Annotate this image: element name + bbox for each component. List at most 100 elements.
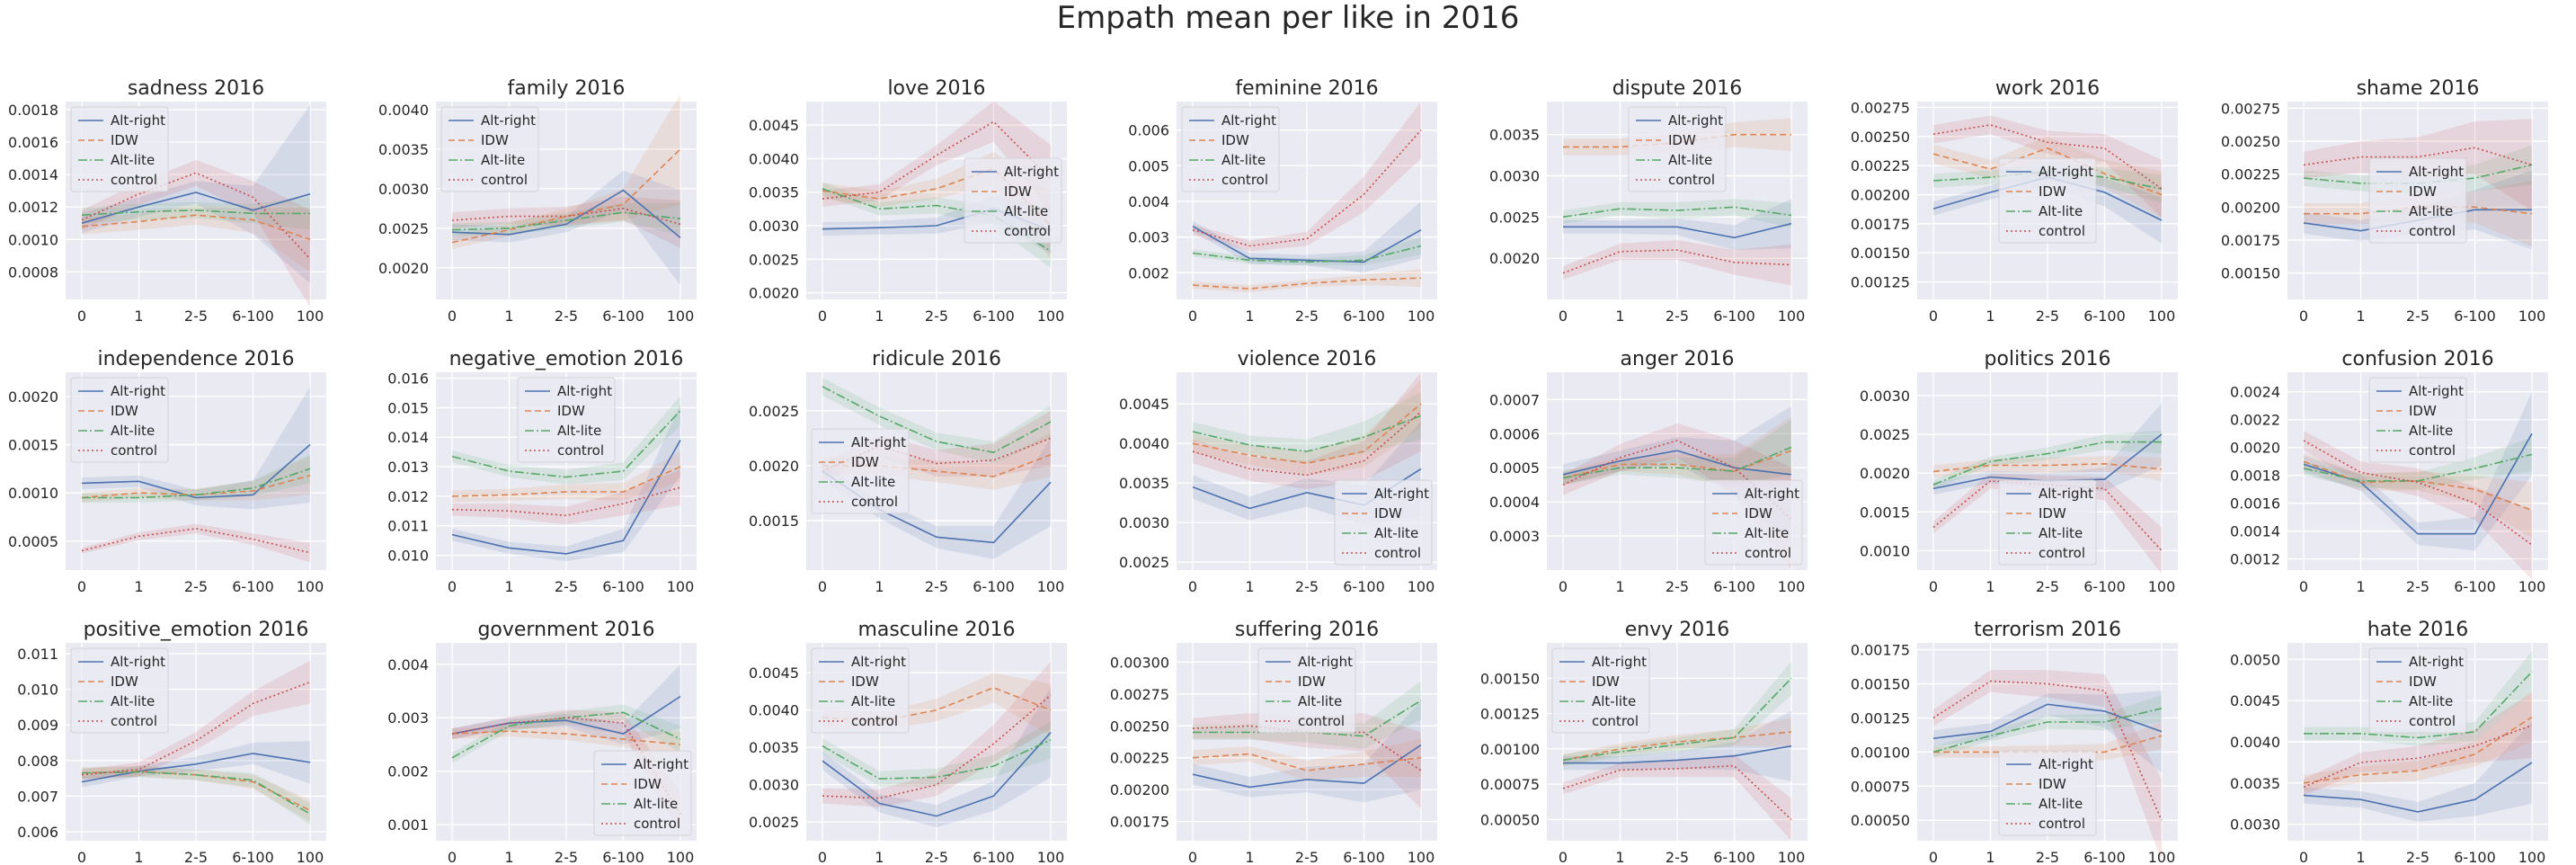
y-tick-label: 0.0018 bbox=[2230, 468, 2280, 485]
x-tick-label: 100 bbox=[1408, 308, 1435, 325]
error-band-control bbox=[822, 102, 1051, 213]
y-tick-label: 0.0030 bbox=[749, 777, 799, 794]
subplot-title: shame 2016 bbox=[2357, 77, 2480, 100]
series-line-alt-lite bbox=[822, 739, 1052, 780]
y-tick-label: 0.00050 bbox=[1851, 812, 1910, 829]
y-tick-label: 0.0040 bbox=[1119, 435, 1169, 452]
legend-label: Alt-lite bbox=[2409, 693, 2453, 709]
x-tick-label: 0 bbox=[1929, 308, 1938, 325]
x-tick-label: 100 bbox=[297, 849, 324, 865]
x-tick-label: 0 bbox=[1188, 578, 1197, 595]
y-tick-label: 0.0045 bbox=[1119, 396, 1169, 413]
legend-label: Alt-right bbox=[1221, 112, 1276, 129]
y-tick-label: 0.007 bbox=[17, 788, 58, 805]
y-tick-label: 0.0030 bbox=[749, 218, 799, 235]
x-tick-label: 1 bbox=[1245, 849, 1254, 865]
error-band-alt-right bbox=[1933, 403, 2162, 495]
x-tick-label: 2-5 bbox=[2036, 849, 2059, 865]
series-line-control bbox=[81, 528, 311, 554]
error-band-control bbox=[1933, 115, 2162, 218]
legend-box bbox=[70, 647, 169, 734]
legend-box bbox=[1334, 479, 1433, 566]
error-band-control bbox=[1933, 473, 2162, 575]
y-tick-label: 0.004 bbox=[1128, 193, 1169, 210]
x-tick-label: 1 bbox=[1245, 308, 1254, 325]
error-band-idw bbox=[1933, 136, 2162, 218]
subplot-title: politics 2016 bbox=[1985, 348, 2111, 370]
subplot-title: dispute 2016 bbox=[1612, 77, 1743, 100]
legend-label: Alt-lite bbox=[111, 423, 155, 439]
x-tick-label: 100 bbox=[1037, 578, 1065, 595]
x-tick-label: 6-100 bbox=[232, 308, 274, 325]
legend-label: control bbox=[111, 172, 157, 188]
legend-label: IDW bbox=[2039, 776, 2066, 792]
legend: Alt-right IDW Alt-lite control bbox=[1334, 479, 1433, 566]
x-tick-label: 1 bbox=[1245, 578, 1254, 595]
y-tick-label: 0.00250 bbox=[1110, 718, 1169, 735]
y-tick-label: 0.0020 bbox=[1860, 465, 1910, 482]
x-tick-label: 6-100 bbox=[232, 849, 274, 865]
x-tick-label: 100 bbox=[2148, 308, 2176, 325]
legend-label: Alt-lite bbox=[1374, 525, 1418, 541]
y-tick-label: 0.00125 bbox=[1851, 709, 1910, 727]
y-tick-label: 0.00225 bbox=[1110, 750, 1169, 767]
y-tick-label: 0.00175 bbox=[1110, 814, 1169, 831]
legend: Alt-right IDW Alt-lite control bbox=[440, 106, 539, 192]
x-tick-label: 6-100 bbox=[1713, 849, 1755, 865]
y-tick-label: 0.008 bbox=[17, 753, 58, 770]
error-band-alt-right bbox=[1193, 201, 1421, 273]
y-tick-label: 0.012 bbox=[387, 488, 429, 505]
y-tick-label: 0.002 bbox=[387, 763, 429, 780]
legend-label: Alt-right bbox=[1668, 112, 1723, 129]
legend: Alt-right IDW Alt-lite control bbox=[811, 428, 910, 514]
subplot-negative_emotion-2016: 0.010 0.011 0.012 0.013 0.014 0.015 0.016 0 1 2-5… bbox=[387, 348, 697, 595]
x-tick-label: 6-100 bbox=[1713, 308, 1755, 325]
subplot-positive_emotion-2016: 0.006 0.007 0.008 0.009 0.010 0.011 0 1 2-5 6-100… bbox=[17, 619, 326, 865]
x-tick-label: 2-5 bbox=[184, 849, 208, 865]
y-tick-label: 0.0020 bbox=[1489, 250, 1540, 267]
subplot-title: confusion 2016 bbox=[2341, 348, 2493, 370]
legend-label: Alt-lite bbox=[111, 152, 155, 168]
x-tick-label: 0 bbox=[448, 849, 457, 865]
legend-label: control bbox=[851, 713, 898, 729]
y-tick-label: 0.0040 bbox=[2230, 734, 2280, 751]
subplot-title: violence 2016 bbox=[1238, 348, 1377, 370]
y-tick-label: 0.00200 bbox=[1851, 187, 1910, 204]
legend-label: Alt-right bbox=[1298, 654, 1353, 670]
x-tick-label: 6-100 bbox=[2454, 849, 2496, 865]
error-band-idw bbox=[1193, 738, 1421, 781]
legend-label: control bbox=[2409, 442, 2456, 459]
error-band-control bbox=[1193, 713, 1421, 809]
subplot-anger-2016: 0.0003 0.0004 0.0005 0.0006 0.0007 0 1 2-5 6-100… bbox=[1489, 348, 1808, 595]
legend-label: control bbox=[2409, 713, 2456, 729]
legend-label: Alt-right bbox=[2039, 486, 2093, 502]
subplot-title: negative_emotion 2016 bbox=[449, 348, 684, 370]
legend-label: Alt-lite bbox=[1592, 693, 1636, 709]
y-tick-label: 0.0005 bbox=[8, 533, 58, 550]
y-tick-label: 0.0030 bbox=[1489, 168, 1540, 185]
series-line-control bbox=[2303, 440, 2533, 546]
y-tick-label: 0.013 bbox=[387, 459, 429, 476]
error-band-alt-lite bbox=[2304, 651, 2532, 746]
legend-box bbox=[70, 106, 169, 192]
legend-label: Alt-lite bbox=[2039, 796, 2083, 812]
y-tick-label: 0.00050 bbox=[1480, 811, 1540, 828]
legend: Alt-right IDW Alt-lite control bbox=[2368, 157, 2467, 244]
x-tick-label: 2-5 bbox=[555, 308, 578, 325]
series-line-idw bbox=[451, 148, 681, 244]
error-band-idw bbox=[82, 205, 310, 272]
x-tick-label: 1 bbox=[1615, 308, 1624, 325]
x-tick-label: 0 bbox=[2299, 849, 2308, 865]
legend-label: Alt-lite bbox=[111, 693, 155, 709]
legend-label: IDW bbox=[1745, 505, 1772, 522]
error-band-alt-right bbox=[82, 387, 310, 510]
legend-label: Alt-lite bbox=[2409, 203, 2453, 219]
error-band-alt-right bbox=[2304, 391, 2532, 551]
y-tick-label: 0.00200 bbox=[2221, 199, 2280, 216]
x-tick-label: 1 bbox=[2356, 849, 2365, 865]
y-tick-label: 0.0025 bbox=[749, 814, 799, 831]
y-tick-label: 0.0045 bbox=[749, 664, 799, 682]
y-tick-label: 0.0035 bbox=[378, 141, 429, 158]
y-tick-label: 0.011 bbox=[17, 646, 58, 663]
subplot-ridicule-2016: 0.0015 0.0020 0.0025 0 1 2-5 6-100 100 ridicule … bbox=[749, 348, 1067, 595]
